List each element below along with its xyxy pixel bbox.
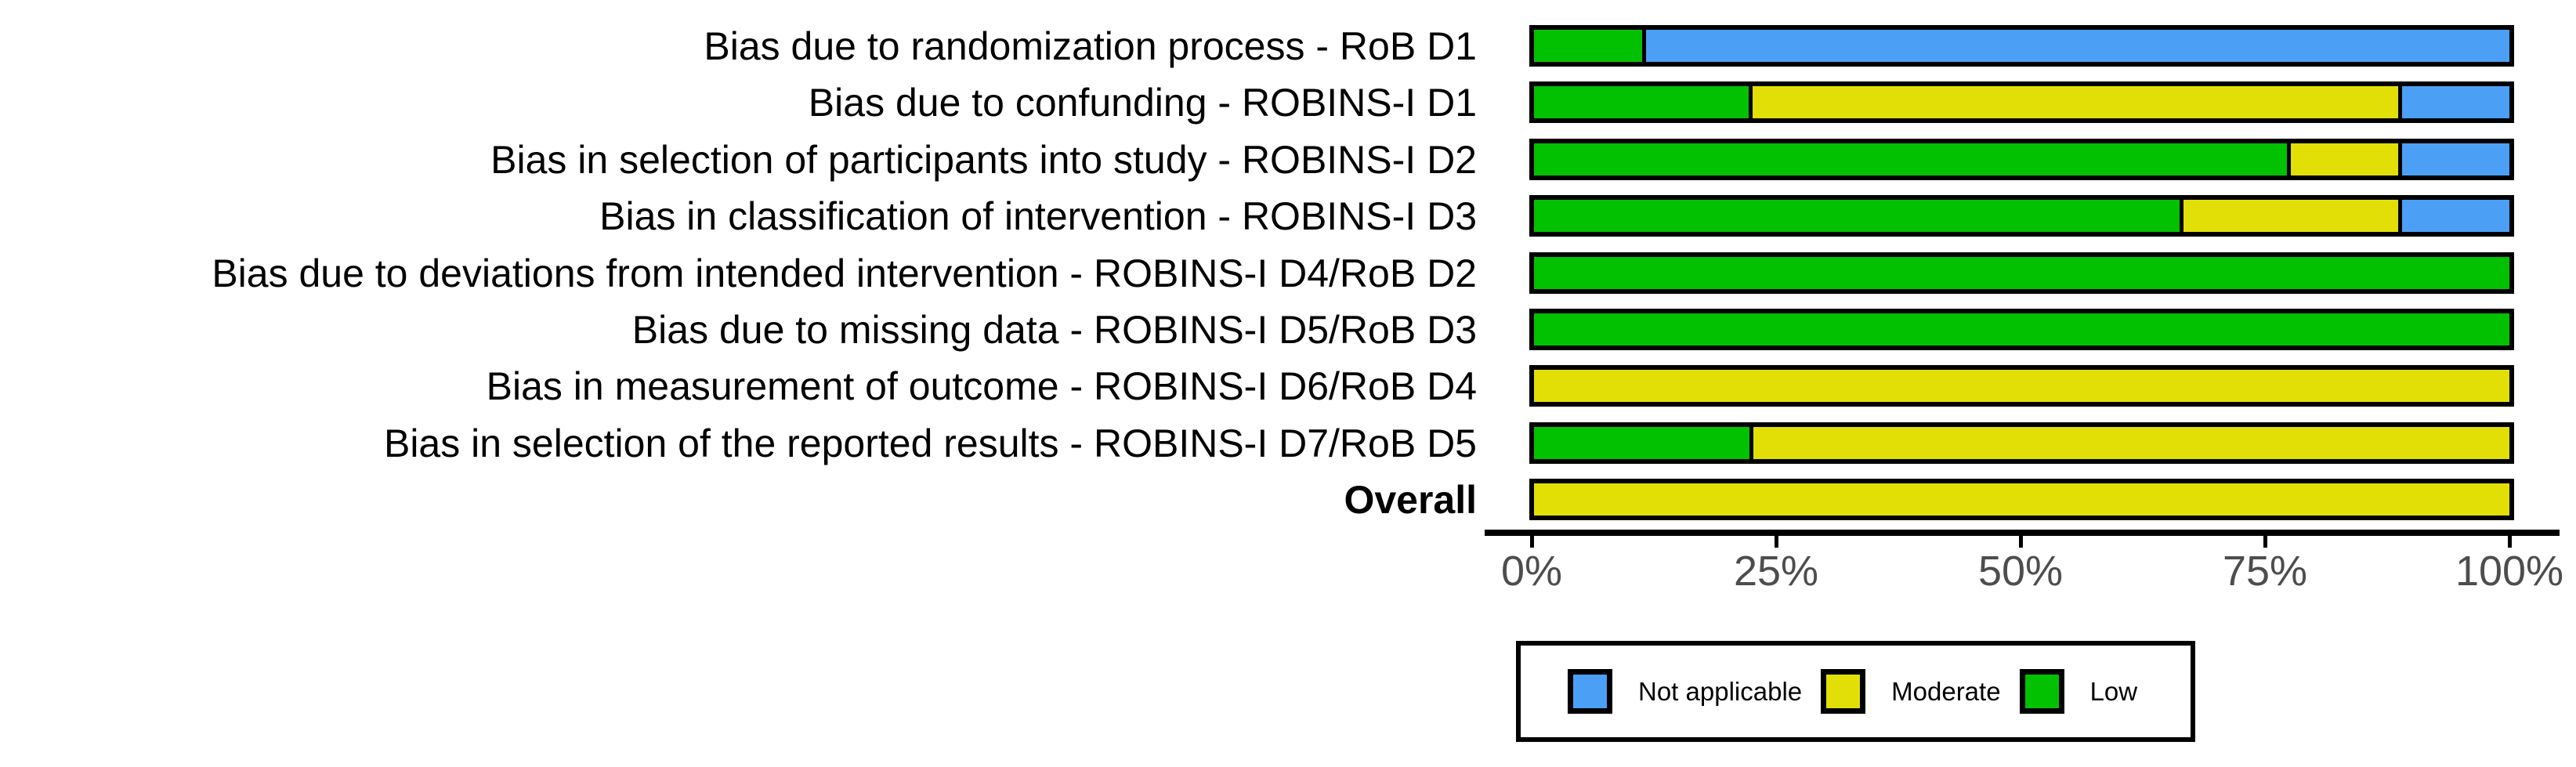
bar-segment-moderate [2179,200,2398,232]
x-axis-tick [2019,536,2023,548]
category-label-bias-due-to-deviations-from-intended-int: Bias due to deviations from intended int… [212,251,1477,295]
category-label-overall: Overall [1344,477,1477,522]
bar-segment-moderate [1534,483,2509,516]
bar-segment-moderate [1534,370,2509,402]
x-axis-tick-label: 25% [1733,548,1819,595]
legend-label: Low [2089,677,2138,706]
bar-segment-low [1534,427,1750,459]
category-label-bias-due-to-randomization-process-rob-d1: Bias due to randomization process - RoB … [704,24,1477,68]
bar-row: Bias in selection of participants into s… [0,139,2576,180]
legend-key-not-applicable-swatch [1568,669,1612,714]
category-label-bias-due-to-missing-data-robins-i-d5-rob: Bias due to missing data - ROBINS-I D5/R… [631,307,1477,352]
bar-row: Bias due to deviations from intended int… [0,252,2576,294]
bar-row: Bias in selection of the reported result… [0,422,2576,464]
category-label-bias-in-classification-of-intervention-r: Bias in classification of intervention -… [599,194,1477,238]
category-label-bias-in-selection-of-the-reported-result: Bias in selection of the reported result… [383,421,1477,465]
bar-segment-low [1534,313,2509,346]
bar-row: Bias due to confunding - ROBINS-I D1 [0,81,2576,123]
bar-segment-not-applicable [2397,86,2509,118]
x-axis-tick-label: 100% [2455,548,2564,595]
x-axis-tick [1530,536,1534,548]
bar-segment-not-applicable [2397,200,2509,232]
bar-segment-low [1534,86,1749,118]
stacked-bar [1529,252,2514,294]
bar-row: Overall [0,479,2576,520]
stacked-bar [1529,422,2514,464]
bar-segment-moderate [1749,86,2398,118]
legend-key-low-swatch [2019,669,2064,714]
stacked-bar [1529,309,2514,350]
bar-segment-moderate [2286,143,2398,175]
stacked-bar [1529,195,2514,237]
x-axis-tick-label: 50% [1977,548,2064,595]
x-axis-tick-label: 75% [2222,548,2308,595]
legend-entry-low: Low [2019,669,2138,714]
legend-key-moderate-swatch [1821,669,1866,714]
bar-row: Bias in measurement of outcome - ROBINS-… [0,365,2576,407]
bar-segment-moderate [1749,427,2509,459]
category-label-bias-in-selection-of-participants-into-s: Bias in selection of participants into s… [490,137,1477,182]
bar-segment-low [1534,30,1642,62]
x-axis-tick [1775,536,1778,548]
bar-segment-low [1534,257,2509,289]
bar-row: Bias due to missing data - ROBINS-I D5/R… [0,309,2576,350]
bar-segment-low [1534,143,2287,175]
bar-row: Bias in classification of intervention -… [0,195,2576,237]
bar-row: Bias due to randomization process - RoB … [0,25,2576,67]
stacked-bar [1529,139,2514,180]
category-label-bias-due-to-confunding-robins-i-d1: Bias due to confunding - ROBINS-I D1 [808,80,1477,125]
bar-segment-low [1534,200,2180,232]
bar-segment-not-applicable [1641,30,2509,62]
legend-label: Moderate [1891,677,2001,706]
x-axis-line [1485,530,2560,536]
x-axis-tick [2263,536,2267,548]
category-label-bias-in-measurement-of-outcome-robins-i-: Bias in measurement of outcome - ROBINS-… [486,364,1477,408]
legend: Not applicable Moderate Low [1516,641,2195,742]
stacked-bar [1529,479,2514,520]
stacked-bar [1529,81,2514,123]
stacked-bar [1529,365,2514,407]
stacked-bar [1529,25,2514,67]
bar-segment-not-applicable [2397,143,2509,175]
legend-label: Not applicable [1638,677,1803,706]
legend-entry-not-applicable: Not applicable [1568,669,1802,714]
legend-entry-moderate: Moderate [1821,669,2001,714]
x-axis-tick [2508,536,2512,548]
x-axis-tick-label: 0% [1500,548,1563,595]
